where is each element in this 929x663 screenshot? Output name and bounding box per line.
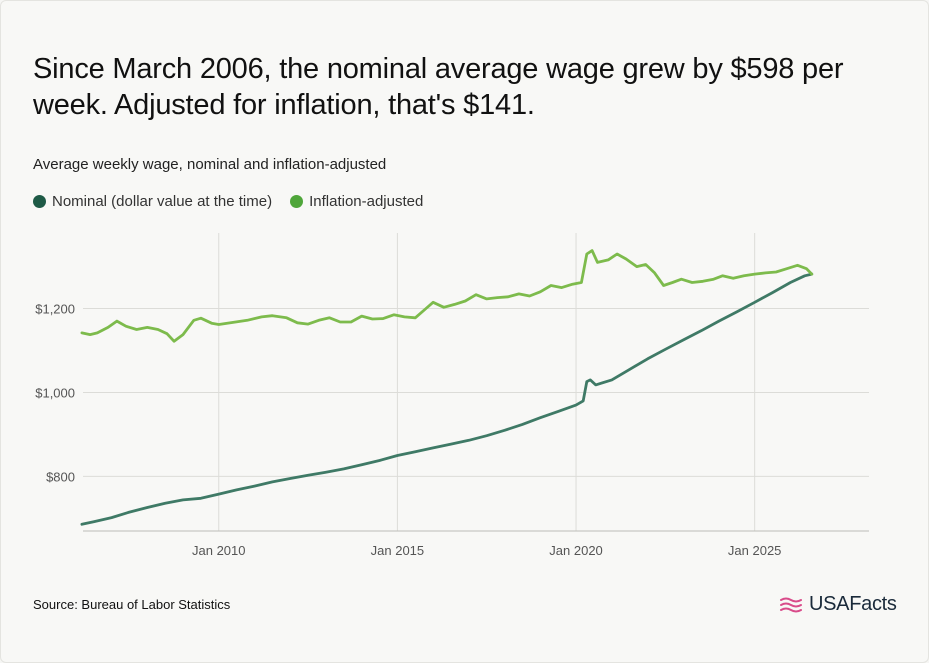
series-line-adjusted (80, 249, 814, 343)
legend-dot-nominal (33, 195, 46, 208)
x-tick-label-3: Jan 2025 (728, 543, 782, 558)
chart-subtitle: Average weekly wage, nominal and inflati… (33, 156, 387, 173)
x-tick-label-2: Jan 2020 (549, 543, 603, 558)
y-tick-label-2: $1,200 (35, 302, 75, 317)
logo-text: USAFacts (809, 593, 897, 615)
usafacts-logo[interactable]: USAFacts (779, 593, 897, 616)
legend: Nominal (dollar value at the time) Infla… (33, 193, 423, 210)
x-tick-label-1: Jan 2015 (371, 543, 425, 558)
x-tick-label-0: Jan 2010 (192, 543, 246, 558)
legend-item-adjusted[interactable]: Inflation-adjusted (290, 193, 423, 210)
line-chart: $800 $1,000 $1,200 Jan 2010 Jan 2015 Jan 2020… (35, 233, 869, 558)
chart-title: Since March 2006, the nominal average wa… (33, 53, 844, 121)
series-line-nominal (80, 272, 814, 526)
y-tick-label-1: $1,000 (35, 385, 75, 400)
legend-item-nominal[interactable]: Nominal (dollar value at the time) (33, 193, 272, 210)
legend-label-nominal: Nominal (dollar value at the time) (52, 193, 273, 210)
source-note: Source: Bureau of Labor Statistics (33, 597, 231, 612)
legend-label-adjusted: Inflation-adjusted (309, 193, 424, 210)
legend-dot-adjusted (290, 195, 304, 208)
flag-icon (780, 597, 802, 612)
y-tick-label-0: $800 (46, 469, 75, 484)
